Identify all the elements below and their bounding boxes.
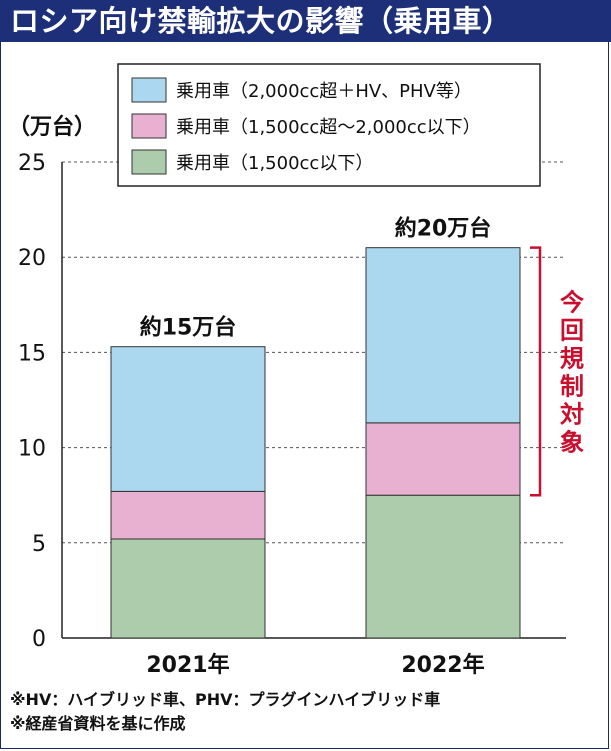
legend-label-0: 乗用車（1,500cc以下） [176, 153, 373, 174]
y-tick-label-15: 15 [18, 341, 46, 366]
legend-swatch-2 [131, 77, 167, 103]
bracket-line [530, 246, 542, 497]
y-tick-label-10: 10 [18, 437, 46, 462]
footnotes: ※HV：ハイブリッド車、PHV：プラグインハイブリッド車 ※経産省資料を基に作成 [10, 688, 440, 736]
bracket-label-char: 今 [560, 288, 584, 316]
bracket-label-char: 象 [560, 428, 584, 456]
x-tick-label-0: 2021年 [146, 652, 229, 678]
legend-swatch-0 [131, 149, 167, 175]
bar-2021年-series-1 [110, 490, 266, 540]
bracket-label-char: 対 [560, 400, 584, 428]
total-label-0: 約15万台 [140, 315, 237, 341]
footnote-source: ※経産省資料を基に作成 [10, 714, 186, 733]
x-tick-label-1: 2022年 [401, 652, 484, 678]
legend-label-2: 乗用車（2,000cc超＋HV、PHV等） [176, 81, 472, 102]
legend-swatch-1 [131, 113, 167, 139]
bracket-label-char: 規 [560, 344, 584, 372]
chart-title: ロシア向け禁輸拡大の影響（乗用車） [0, 0, 611, 42]
legend-label-1: 乗用車（1,500cc超〜2,000cc以下） [176, 117, 481, 138]
y-tick-label-25: 25 [18, 151, 46, 176]
legend-box [117, 63, 541, 187]
bar-2022年-series-1 [365, 422, 521, 496]
bar-2022年-series-2 [365, 247, 521, 424]
y-tick-label-20: 20 [18, 246, 46, 271]
y-axis-label: （万台） [8, 114, 96, 140]
y-tick-label-5: 5 [32, 532, 46, 557]
bracket-label-char: 制 [560, 372, 584, 400]
bar-2021年-series-2 [110, 346, 266, 492]
bracket-label-char: 回 [560, 316, 584, 344]
bracket-label: 今回規制対象 [560, 288, 584, 456]
footnote-hv: ※HV：ハイブリッド車、PHV：プラグインハイブリッド車 [10, 690, 441, 709]
bar-2022年-series-0 [365, 494, 521, 639]
total-label-1: 約20万台 [395, 216, 492, 242]
y-tick-label-0: 0 [32, 627, 46, 652]
bar-2021年-series-0 [110, 538, 266, 639]
